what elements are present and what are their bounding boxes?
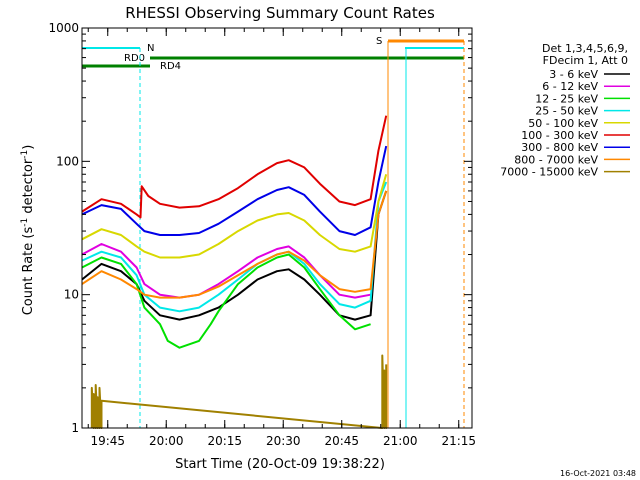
y-axis-label: Count Rate (s-1 detector-1) (20, 145, 36, 316)
y-axis: 1 10 100 1000 (48, 21, 472, 435)
x-tick-label: 20:30 (266, 434, 301, 448)
legend-header-line2: FDecim 1, Att 0 (543, 54, 628, 67)
x-axis: 19:45 20:00 20:15 20:30 20:45 21:00 21:15 (87, 28, 476, 448)
chart-title: RHESSI Observing Summary Count Rates (125, 4, 435, 22)
x-tick-label: 20:15 (207, 434, 242, 448)
legend: Det 1,3,4,5,6,9, FDecim 1, Att 0 3 - 6 k… (500, 42, 630, 179)
s-flag-label: S (376, 36, 382, 47)
y-tick-label: 10 (64, 288, 79, 302)
n-flag-label: N (147, 43, 154, 54)
series-line-2 (81, 253, 371, 349)
y-axis-label-sup1: -1 (20, 218, 30, 227)
legend-label-0: 3 - 6 keV (549, 68, 598, 81)
series-line-6 (81, 145, 388, 236)
series-line-4 (81, 174, 388, 259)
legend-label-6: 300 - 800 keV (521, 141, 598, 154)
series-line-8 (90, 354, 388, 429)
legend-label-5: 100 - 300 keV (521, 129, 598, 142)
legend-label-1: 6 - 12 keV (542, 80, 598, 93)
x-tick-label: 20:45 (324, 434, 359, 448)
legend-label-8: 7000 - 15000 keV (500, 166, 598, 179)
y-axis-label-part1: Count Rate (s (21, 227, 36, 316)
x-tick-label: 21:00 (383, 434, 418, 448)
legend-label-4: 50 - 100 keV (528, 117, 598, 130)
y-tick-label: 1 (71, 421, 79, 435)
legend-label-2: 12 - 25 keV (535, 92, 598, 105)
y-axis-label-part2: detector (21, 158, 36, 218)
legend-header-line1: Det 1,3,4,5,6,9, (542, 42, 628, 55)
rd0-flag-label: RD0 (124, 53, 145, 64)
annotation-bars: N RD0 RD4 S (81, 36, 465, 428)
plot-frame (81, 27, 473, 429)
series-line-0 (81, 190, 388, 321)
x-tick-label: 20:00 (149, 434, 184, 448)
series-line-3 (81, 181, 388, 313)
series-line-5 (81, 115, 388, 219)
y-tick-label: 100 (56, 154, 79, 168)
legend-label-3: 25 - 50 keV (535, 105, 598, 118)
y-axis-label-sup2: -1 (20, 150, 30, 159)
y-axis-label-part3: ) (21, 145, 36, 150)
legend-label-7: 800 - 7000 keV (514, 153, 598, 166)
y-tick-label: 1000 (48, 21, 79, 35)
rd4-flag-label: RD4 (160, 61, 181, 72)
x-tick-label: 21:15 (441, 434, 476, 448)
x-tick-label: 19:45 (90, 434, 125, 448)
footer-date: 16-Oct-2021 03:48 (560, 469, 636, 478)
series-line-7 (81, 190, 388, 299)
series-layer (81, 115, 388, 429)
x-axis-label: Start Time (20-Oct-09 19:38:22) (175, 457, 385, 472)
